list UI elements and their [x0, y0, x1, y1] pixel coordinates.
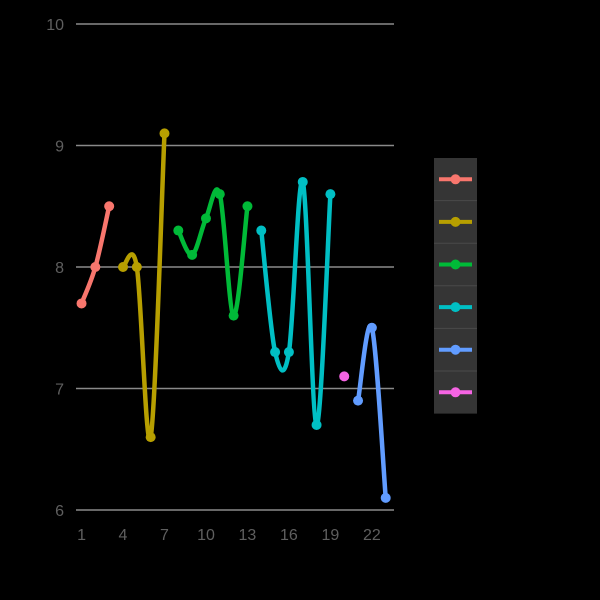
series-6 [339, 371, 350, 382]
series-3 [173, 187, 253, 321]
x-tick-label: 1 [77, 527, 86, 544]
series-2 [118, 128, 170, 443]
legend-key-5 [439, 344, 472, 355]
legend-key-point [450, 387, 461, 398]
x-tick-label: 4 [119, 527, 128, 544]
data-point [159, 128, 170, 139]
legend-key-3 [439, 259, 472, 270]
legend-key-point [450, 259, 461, 270]
y-tick-label: 9 [55, 139, 64, 156]
data-point [311, 419, 322, 430]
data-point [90, 262, 101, 272]
legend-key-point [450, 302, 461, 313]
data-point [297, 176, 308, 187]
series-4 [256, 176, 336, 430]
y-tick-label: 7 [55, 382, 64, 399]
data-point [187, 249, 198, 260]
legend-key-6 [439, 387, 472, 398]
data-point [104, 201, 115, 212]
series-5 [353, 322, 391, 503]
series-line [79, 204, 112, 306]
legend-key-2 [439, 216, 472, 227]
data-point [118, 262, 129, 272]
legend [434, 158, 477, 414]
legend-key-1 [439, 174, 472, 185]
data-point [242, 201, 253, 212]
data-point [325, 189, 336, 200]
y-tick-label: 10 [46, 17, 64, 34]
legend-key-4 [439, 302, 472, 313]
series-line [120, 131, 167, 442]
y-tick-label: 8 [55, 260, 64, 277]
data-point [228, 310, 239, 321]
data-point [270, 347, 281, 358]
x-tick-label: 22 [363, 527, 381, 544]
x-tick-label: 7 [160, 527, 169, 544]
legend-key-point [450, 344, 461, 355]
legend-key-point [450, 174, 461, 185]
data-point [200, 213, 211, 224]
series-layer [76, 128, 391, 503]
legend-key-point [450, 216, 461, 227]
data-point [283, 347, 294, 358]
data-point [145, 432, 156, 443]
x-tick-label: 16 [280, 527, 298, 544]
axis-layer: 6 7 8 9 10 1 4 7 10 13 16 19 22 [46, 17, 381, 544]
data-point [256, 225, 267, 236]
x-tick-label: 13 [239, 527, 257, 544]
data-point [173, 225, 184, 236]
y-tick-label: 6 [55, 503, 64, 520]
data-point [76, 298, 87, 309]
data-point [353, 395, 364, 406]
series-line [355, 323, 388, 501]
x-tick-label: 19 [322, 527, 340, 544]
series-1 [76, 201, 115, 309]
data-point [366, 322, 377, 333]
grid-layer [76, 23, 394, 511]
x-tick-label: 10 [197, 527, 215, 544]
data-point [131, 262, 142, 272]
data-point [380, 492, 391, 503]
data-point [214, 189, 225, 200]
data-point [339, 371, 350, 382]
